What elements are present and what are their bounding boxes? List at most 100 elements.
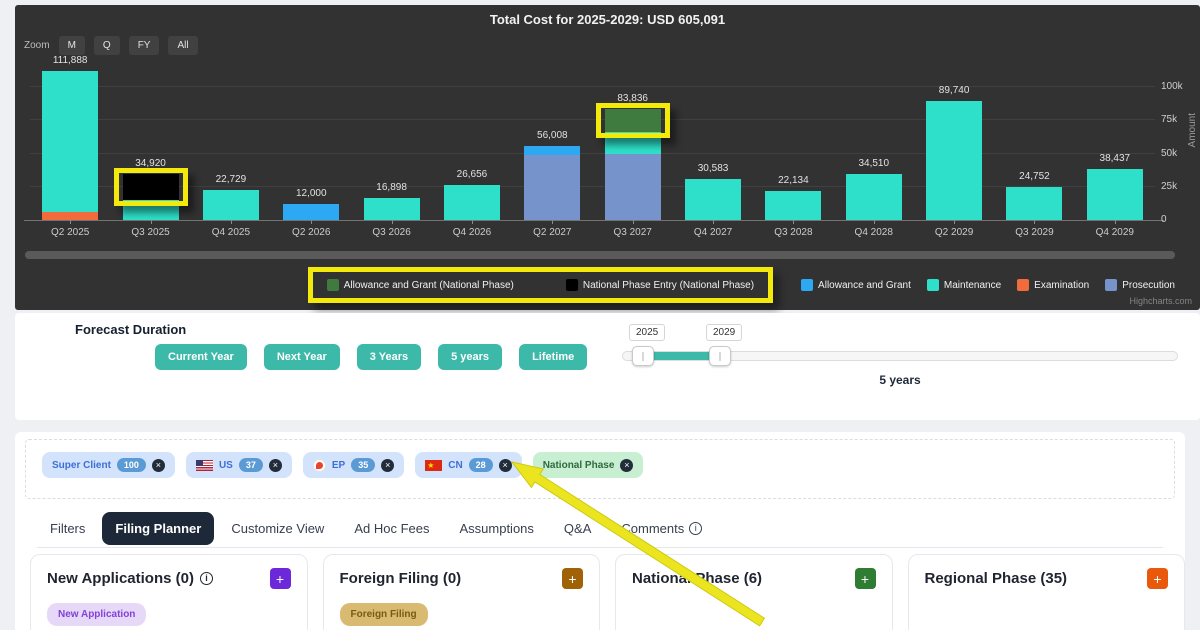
add-regional-phase-35-button[interactable]: + (1147, 568, 1168, 589)
y-axis-tick-label: 0 (1161, 214, 1167, 225)
tab-customize-view[interactable]: Customize View (218, 512, 337, 545)
bar-q2-2027[interactable] (524, 145, 581, 220)
bar-q3-2028[interactable] (765, 190, 822, 220)
us-flag-icon (195, 459, 213, 471)
bar-q2-2026[interactable] (283, 204, 340, 220)
x-axis-label: Q3 2026 (372, 227, 411, 238)
zoom-range-fy[interactable]: FY (128, 36, 160, 55)
x-axis-label: Q2 2026 (292, 227, 331, 238)
remove-filter-icon[interactable]: × (381, 458, 395, 472)
segment-maintenance[interactable] (42, 71, 99, 213)
bar-value-label: 111,888 (52, 55, 88, 67)
segment-allowance-and-grant[interactable] (283, 204, 340, 220)
forecast-button-lifetime[interactable]: Lifetime (519, 344, 588, 370)
segment-maintenance[interactable] (1086, 168, 1143, 220)
segment-maintenance[interactable] (1006, 187, 1063, 220)
new-application-tag[interactable]: New Application (47, 603, 147, 626)
bar-q2-2029[interactable] (926, 100, 983, 220)
legend-item-maintenance[interactable]: Maintenance (926, 279, 1001, 291)
legend-item-allowance-and-grant[interactable]: Allowance and Grant (801, 279, 911, 291)
bar-q4-2025[interactable] (202, 189, 259, 220)
segment-maintenance[interactable] (765, 190, 822, 220)
legend-label: Allowance and Grant (National Phase) (343, 279, 514, 291)
bar-value-label: 12,000 (295, 188, 327, 200)
legend-item-prosecution[interactable]: Prosecution (1105, 279, 1175, 291)
segment-national-phase-entry-national-phase[interactable] (122, 173, 179, 201)
card-regional-phase-35: Regional Phase (35) + (907, 554, 1185, 630)
bar-q4-2029[interactable] (1086, 168, 1143, 220)
legend-swatch (1105, 279, 1118, 291)
forecast-button-5-years[interactable]: 5 years (438, 344, 503, 370)
segment-maintenance[interactable] (363, 197, 420, 220)
legend-item-national-phase-entry-national-phase[interactable]: National Phase Entry (National Phase) (565, 279, 755, 291)
tab-q-a[interactable]: Q&A (551, 512, 604, 545)
card-title: National Phase (6) (632, 570, 762, 587)
tab-assumptions[interactable]: Assumptions (446, 512, 546, 545)
x-axis-label: Q4 2025 (211, 227, 251, 238)
y-axis: 0 25k 50k 75k 100k (1161, 60, 1200, 225)
segment-maintenance[interactable] (685, 179, 742, 220)
zoom-range-m[interactable]: M (58, 36, 85, 55)
zoom-range-all[interactable]: All (168, 36, 198, 55)
add-foreign-filing-0-button[interactable]: + (562, 568, 583, 589)
remove-filter-icon[interactable]: × (620, 458, 634, 472)
bar-q3-2029[interactable] (1006, 187, 1063, 220)
bar-q2-2025[interactable] (42, 71, 99, 220)
segment-maintenance[interactable] (202, 189, 259, 220)
bar-value-label: 22,729 (215, 173, 247, 185)
filter-chip-super-client[interactable]: Super Client 100 × (42, 452, 175, 478)
filter-chip-cn[interactable]: ★ CN 28 × (415, 452, 522, 478)
bar-value-label: 26,656 (456, 168, 488, 180)
bar-q4-2026[interactable] (443, 184, 500, 220)
foreign-filing-tag[interactable]: Foreign Filing (339, 603, 428, 626)
bar-q3-2027[interactable] (604, 108, 661, 220)
legend-item-examination[interactable]: Examination (1017, 279, 1089, 291)
gridline (30, 185, 1155, 187)
filter-chip-label: US (218, 459, 233, 471)
info-icon[interactable]: i (199, 572, 213, 585)
remove-filter-icon[interactable]: × (498, 458, 512, 472)
forecast-button-next-year[interactable]: Next Year (263, 344, 340, 370)
forecast-button-current-year[interactable]: Current Year (155, 344, 247, 370)
legend-item-allowance-and-grant-national-phase[interactable]: Allowance and Grant (National Phase) (326, 279, 514, 291)
x-axis-label: Q3 2028 (774, 227, 813, 238)
legend-label: National Phase Entry (National Phase) (582, 279, 755, 291)
segment-maintenance[interactable] (845, 174, 902, 220)
tab-label: Ad Hoc Fees (354, 521, 430, 536)
bar-q3-2026[interactable] (363, 197, 420, 220)
add-national-phase-6-button[interactable]: + (854, 568, 876, 589)
segment-allowance-and-grant[interactable] (524, 145, 581, 155)
remove-filter-icon[interactable]: × (151, 458, 165, 472)
segment-maintenance[interactable] (443, 184, 500, 220)
forecast-button-3-years[interactable]: 3 Years (356, 344, 422, 370)
chart-horizontal-scrollbar[interactable] (25, 251, 1175, 259)
tab-filters[interactable]: Filters (37, 512, 98, 545)
slider-track[interactable] (622, 351, 1178, 361)
axis-tick (632, 220, 634, 224)
slider-start-handle[interactable] (632, 346, 654, 366)
segment-prosecution[interactable] (524, 154, 581, 220)
segment-prosecution[interactable] (604, 153, 661, 220)
filter-chip-us[interactable]: US 37 × (185, 452, 292, 478)
filter-chip-ep[interactable]: EP 35 × (302, 452, 405, 478)
legend-swatch (1017, 279, 1030, 291)
bar-q4-2027[interactable] (685, 179, 742, 220)
axis-tick (70, 220, 72, 224)
segment-maintenance[interactable] (926, 100, 983, 220)
zoom-label: Zoom (24, 40, 50, 51)
bar-q4-2028[interactable] (845, 174, 902, 220)
highcharts-credit-link[interactable]: Highcharts.com (1129, 296, 1192, 306)
tab-ad-hoc-fees[interactable]: Ad Hoc Fees (341, 512, 442, 545)
legend-swatch (801, 279, 814, 291)
slider-end-handle[interactable] (709, 346, 731, 366)
axis-tick (713, 220, 715, 224)
tab-comments[interactable]: Comments i (608, 512, 715, 545)
add-new-applications-0-button[interactable]: + (269, 568, 291, 589)
axis-tick (230, 220, 232, 224)
segment-examination[interactable] (42, 212, 99, 220)
filter-chip-national-phase[interactable]: National Phase × (532, 452, 644, 478)
segment-allowance-and-grant-national-phase[interactable] (604, 108, 661, 133)
zoom-range-q[interactable]: Q (93, 36, 120, 55)
remove-filter-icon[interactable]: × (268, 458, 282, 472)
tab-filing-planner[interactable]: Filing Planner (102, 512, 215, 545)
